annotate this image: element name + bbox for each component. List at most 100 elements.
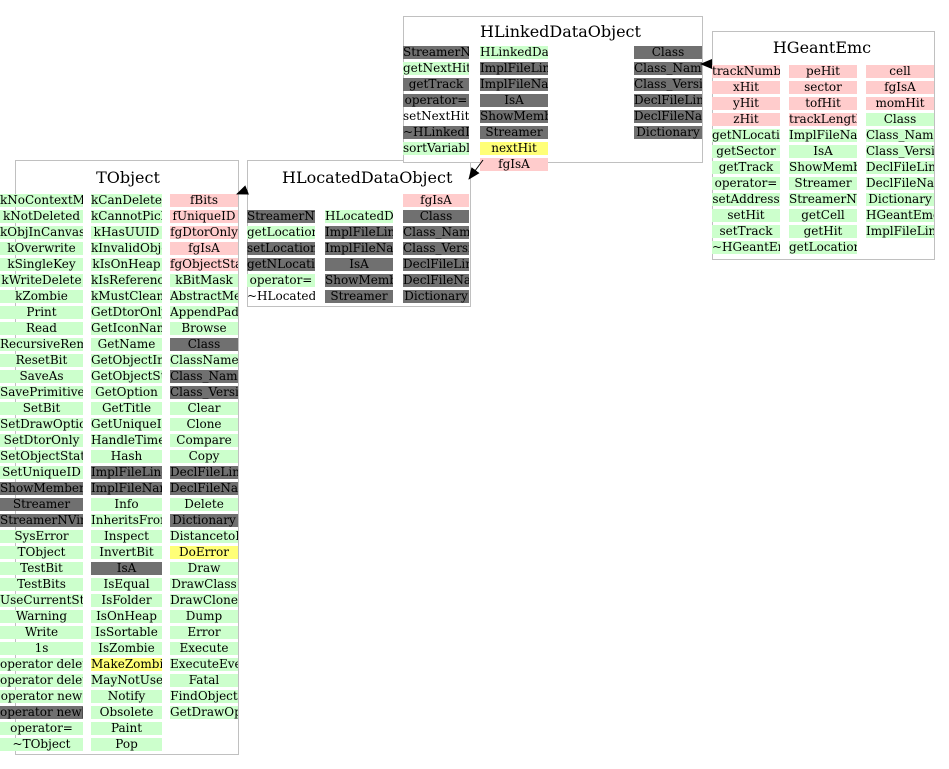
class-member: kHasUUID: [91, 226, 162, 239]
class-member: kNotDeleted: [0, 210, 83, 223]
class-member: AbstractMethod: [170, 290, 238, 303]
class-member: DeclFileLine: [866, 161, 934, 174]
class-member: peHit: [789, 65, 857, 78]
class-member: ShowMembers: [480, 110, 548, 123]
class-title: HGeantEmc: [772, 38, 872, 57]
class-member: 1s: [0, 642, 83, 655]
class-member: ClassName: [170, 354, 238, 367]
class-member: Draw: [170, 562, 238, 575]
class-title: TObject: [96, 168, 160, 187]
class-member: GetDrawOption: [170, 706, 238, 719]
class-member: operator=: [403, 94, 469, 107]
class-member: Streamer: [480, 126, 548, 139]
class-member: zHit: [712, 113, 780, 126]
class-member: fgIsA: [866, 81, 934, 94]
class-member: operator delete[]: [0, 674, 83, 687]
class-member: DrawClone: [170, 594, 238, 607]
class-member: DoError: [170, 546, 238, 559]
class-member: getNLocationIndex: [712, 129, 780, 142]
class-member: xHit: [712, 81, 780, 94]
class-member: SavePrimitive: [0, 386, 83, 399]
class-member: setNextHitIndex: [403, 110, 469, 123]
class-member: SetBit: [0, 402, 83, 415]
class-member: Hash: [91, 450, 162, 463]
class-member: Dictionary: [866, 193, 934, 206]
class-member: tofHit: [789, 97, 857, 110]
class-member: Class_Version: [634, 78, 702, 91]
class-member: kInvalidObject: [91, 242, 162, 255]
class-member: fgDtorOnly: [170, 226, 238, 239]
class-member: getLocation: [247, 226, 315, 239]
class-member: SetDrawOption: [0, 418, 83, 431]
class-member: Clone: [170, 418, 238, 431]
class-member: ResetBit: [0, 354, 83, 367]
class-member: ~HLocatedDataObject: [247, 290, 315, 303]
class-member: Error: [170, 626, 238, 639]
class-member: TObject: [0, 546, 83, 559]
class-member: Class_Version: [403, 242, 469, 255]
class-member: Dictionary: [634, 126, 702, 139]
class-member: getNLocationIndex: [247, 258, 315, 271]
class-member: ImplFileName: [789, 129, 857, 142]
class-member: Read: [0, 322, 83, 335]
class-member: InvertBit: [91, 546, 162, 559]
class-member: getSector: [712, 145, 780, 158]
class-member: fBits: [170, 194, 238, 207]
class-member: Write: [0, 626, 83, 639]
class-member: GetObjectStat: [91, 370, 162, 383]
class-member: Class_Name: [170, 370, 238, 383]
class-member: getLocationIndex: [789, 241, 857, 254]
class-member: sector: [789, 81, 857, 94]
class-member: Pop: [91, 738, 162, 751]
class-member: operator delete: [0, 658, 83, 671]
class-member: momHit: [866, 97, 934, 110]
class-member: yHit: [712, 97, 780, 110]
class-member: Class_Name: [866, 129, 934, 142]
class-member: kWriteDelete: [0, 274, 83, 287]
class-member: Fatal: [170, 674, 238, 687]
class-member: GetName: [91, 338, 162, 351]
class-member: Info: [91, 498, 162, 511]
class-member: fUniqueID: [170, 210, 238, 223]
class-member: getTrack: [403, 78, 469, 91]
class-member: Class_Name: [634, 62, 702, 75]
class-member: setAddress: [712, 193, 780, 206]
class-member: operator new[]: [0, 706, 83, 719]
class-member: ImplFileName: [325, 242, 393, 255]
class-member: trackNumber: [712, 65, 780, 78]
class-member: Paint: [91, 722, 162, 735]
class-member: InheritsFrom: [91, 514, 162, 527]
class-member: kIsReferenced: [91, 274, 162, 287]
class-member: IsA: [480, 94, 548, 107]
class-member: Streamer: [0, 498, 83, 511]
class-member: ImplFileLine: [325, 226, 393, 239]
class-member: IsSortable: [91, 626, 162, 639]
class-member: GetTitle: [91, 402, 162, 415]
class-member: DeclFileName: [170, 482, 238, 495]
class-member: GetDtorOnly: [91, 306, 162, 319]
class-member: DeclFileName: [634, 110, 702, 123]
class-member: getHit: [789, 225, 857, 238]
class-member: DeclFileLine: [403, 258, 469, 271]
class-member: Class: [866, 113, 934, 126]
class-member: HGeantEmc: [866, 209, 934, 222]
class-member: ShowMembers: [789, 161, 857, 174]
class-member: TestBits: [0, 578, 83, 591]
class-member: FindObject: [170, 690, 238, 703]
class-member: kOverwrite: [0, 242, 83, 255]
class-member: IsEqual: [91, 578, 162, 591]
class-member: fgIsA: [170, 242, 238, 255]
class-member: Class_Version: [170, 386, 238, 399]
class-member: GetOption: [91, 386, 162, 399]
class-member: StreamerNVirtual: [247, 210, 315, 223]
class-member: Browse: [170, 322, 238, 335]
class-member: Streamer: [325, 290, 393, 303]
class-member: operator new: [0, 690, 83, 703]
class-member: SysError: [0, 530, 83, 543]
class-member: ImplFileLine: [91, 466, 162, 479]
class-member: Obsolete: [91, 706, 162, 719]
class-member: IsZombie: [91, 642, 162, 655]
arrow-hlinked-to-hlocated: [468, 159, 484, 180]
class-member: TestBit: [0, 562, 83, 575]
